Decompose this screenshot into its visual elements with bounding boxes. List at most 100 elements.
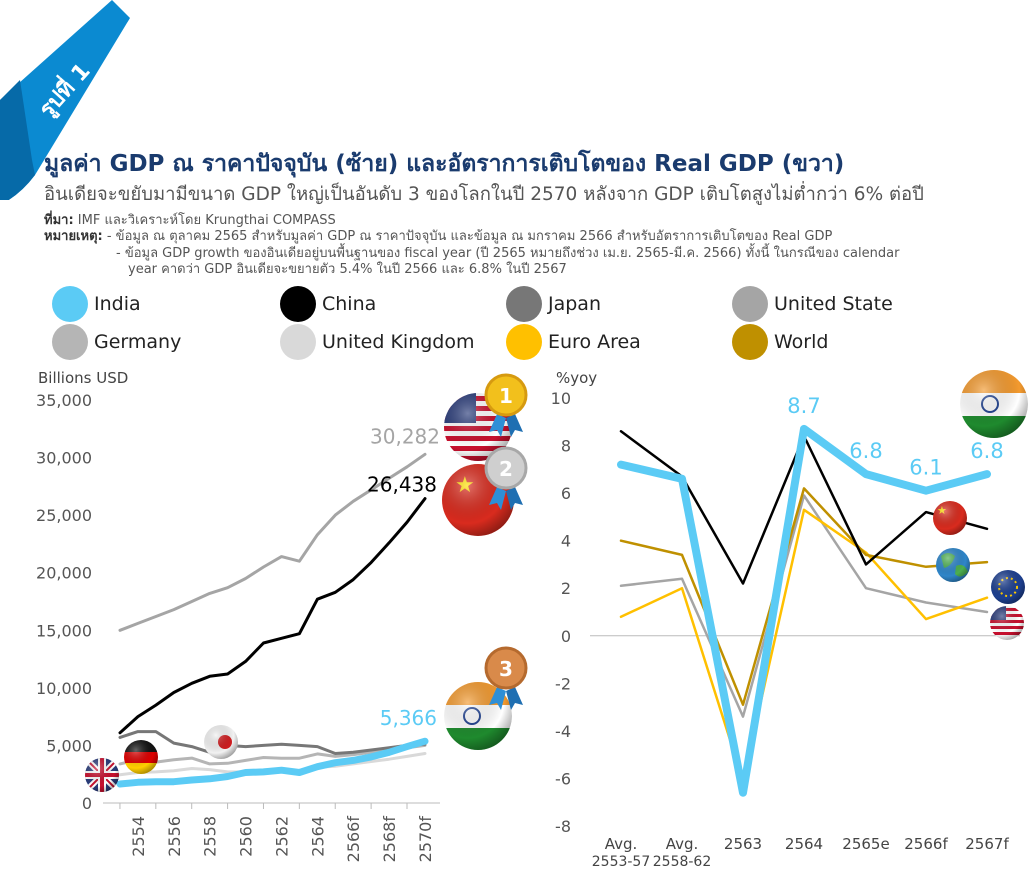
right-y-tick-label: 0 — [561, 627, 571, 646]
right-data-label: 8.7 — [787, 394, 820, 418]
left-x-tick-label: 2570f — [416, 816, 435, 863]
legend-label: Euro Area — [548, 331, 641, 353]
right-x-tick-label: 2566f — [904, 835, 948, 853]
page-title: มูลค่า GDP ณ ราคาปัจจุบัน (ซ้าย) และอัตร… — [44, 151, 845, 177]
right-x-tick-label: Avg. — [605, 835, 638, 853]
legend-swatch — [52, 324, 88, 360]
left-x-tick-label: 2558 — [201, 816, 220, 857]
right-series-lines — [617, 424, 991, 797]
left-x-tick-label: 2560 — [237, 816, 256, 857]
left-x-tick-label: 2568f — [380, 816, 399, 863]
right-y-axis-title: %yoy — [556, 369, 597, 387]
left-x-tick-label: 2564 — [308, 816, 327, 857]
legend-swatch — [506, 324, 542, 360]
right-data-label: 6.8 — [970, 439, 1003, 463]
left-y-tick-label: 10,000 — [36, 679, 92, 698]
legend-swatch — [732, 286, 768, 322]
left-y-tick-label: 0 — [82, 794, 92, 813]
left-x-axis: 2554 2556 2558 2560 2562 2564 2566f 2568f 2570f — [119, 803, 435, 863]
left-y-tick-label: 35,000 — [36, 391, 92, 410]
chart-legend: India China Japan United State Germany U… — [52, 286, 1032, 361]
legend-swatch — [506, 286, 542, 322]
left-series-line-united-state — [118, 452, 427, 632]
right-x-tick-label: Avg. — [666, 835, 699, 853]
medal-rank: 3 — [499, 657, 513, 681]
right-x-tick-label: 2563 — [724, 835, 762, 853]
right-y-axis: 10 8 6 4 2 0 -2 -4 -6 -8 — [551, 389, 1020, 836]
right-y-tick-label: -6 — [555, 769, 571, 788]
right-series-line-india — [617, 424, 991, 797]
left-series-lines — [116, 452, 429, 788]
notes-line-2: - ข้อมูล GDP growth ของอินเดียอยู่บนพื้น… — [116, 245, 900, 261]
legend-item-united-kingdom: United Kingdom — [280, 324, 475, 360]
left-series-line-germany — [118, 743, 427, 766]
right-x-tick-sublabel: 2553-57 — [592, 854, 651, 870]
right-y-tick-label: 2 — [561, 579, 571, 598]
left-series-line-japan — [118, 730, 427, 755]
legend-item-japan: Japan — [506, 286, 601, 322]
right-series-line-china — [619, 430, 989, 585]
right-series-line-world — [619, 487, 989, 706]
legend-label: China — [322, 293, 377, 315]
right-y-tick-label: -4 — [555, 722, 571, 741]
source-line: ที่มา: IMF และวิเคราะห์โดย Krungthai COM… — [44, 209, 336, 230]
left-y-tick-label: 5,000 — [46, 736, 92, 755]
silver-medal-icon: 2 — [484, 446, 528, 510]
left-x-tick-label: 2566f — [344, 816, 363, 863]
left-y-tick-label: 15,000 — [36, 621, 92, 640]
notes-line-1: - ข้อมูล ณ ตุลาคม 2565 สำหรับมูลค่า GDP … — [106, 229, 833, 244]
left-data-label: 5,366 — [380, 706, 437, 730]
right-x-tick-label: 2565e — [842, 835, 889, 853]
china-flag-globe-icon: ★ — [933, 501, 967, 535]
medal-rank: 2 — [499, 457, 513, 481]
right-data-label: 6.1 — [909, 456, 942, 480]
legend-label: World — [774, 331, 829, 353]
right-y-tick-label: 4 — [561, 532, 571, 551]
left-y-tick-label: 20,000 — [36, 564, 92, 583]
right-series-line-euro-area — [619, 508, 989, 783]
gold-medal-icon: 1 — [484, 373, 528, 437]
left-x-tick-label: 2556 — [165, 816, 184, 857]
right-y-tick-label: 6 — [561, 484, 571, 503]
right-y-tick-label: 10 — [551, 389, 571, 408]
left-y-axis: 35,000 30,000 25,000 20,000 15,000 10,000 5,00… — [36, 391, 440, 813]
us-flag-globe-icon — [990, 606, 1024, 640]
left-x-tick-label: 2562 — [272, 816, 291, 857]
right-data-label: 6.8 — [849, 439, 882, 463]
right-x-tick-label: 2567f — [965, 835, 1009, 853]
legend-label: United Kingdom — [322, 331, 475, 353]
legend-swatch — [280, 286, 316, 322]
notes-block: หมายเหตุ: - ข้อมูล ณ ตุลาคม 2565 สำหรับม… — [44, 229, 899, 279]
legend-item-india: India — [52, 286, 141, 322]
medal-rank: 1 — [499, 384, 513, 408]
legend-swatch — [52, 286, 88, 322]
uk-flag-globe-icon — [85, 758, 119, 792]
page-subtitle: อินเดียจะขยับมามีขนาด GDP ใหญ่เป็นอันดับ… — [44, 184, 924, 205]
legend-label: United State — [774, 293, 893, 315]
left-data-label: 30,282 — [370, 424, 440, 448]
japan-flag-globe-icon — [204, 725, 238, 759]
right-y-tick-label: 8 — [561, 437, 571, 456]
legend-label: India — [94, 293, 141, 315]
india-flag-globe-icon — [960, 370, 1028, 438]
legend-swatch — [732, 324, 768, 360]
left-y-tick-label: 30,000 — [36, 449, 92, 468]
notes-label: หมายเหตุ: — [44, 229, 103, 244]
right-data-labels: 8.7 6.8 6.1 6.8 — [787, 394, 1003, 480]
legend-item-china: China — [280, 286, 376, 322]
eu-flag-globe-icon — [991, 570, 1025, 604]
left-data-labels: 30,282 26,438 5,366 — [367, 424, 440, 730]
right-y-tick-label: -2 — [555, 674, 571, 693]
notes-line-3: year คาดว่า GDP อินเดียจะขยายตัว 5.4% ใน… — [128, 262, 567, 277]
legend-item-euro-area: Euro Area — [506, 324, 641, 360]
figure-ribbon: รูปที่ 1 — [0, 0, 130, 200]
right-x-tick-label: 2564 — [785, 835, 823, 853]
germany-flag-globe-icon — [124, 740, 158, 774]
world-globe-icon — [936, 548, 970, 582]
left-y-axis-title: Billions USD — [38, 369, 128, 387]
legend-label: Japan — [548, 293, 601, 315]
legend-item-germany: Germany — [52, 324, 181, 360]
left-series-line-india — [116, 737, 429, 788]
